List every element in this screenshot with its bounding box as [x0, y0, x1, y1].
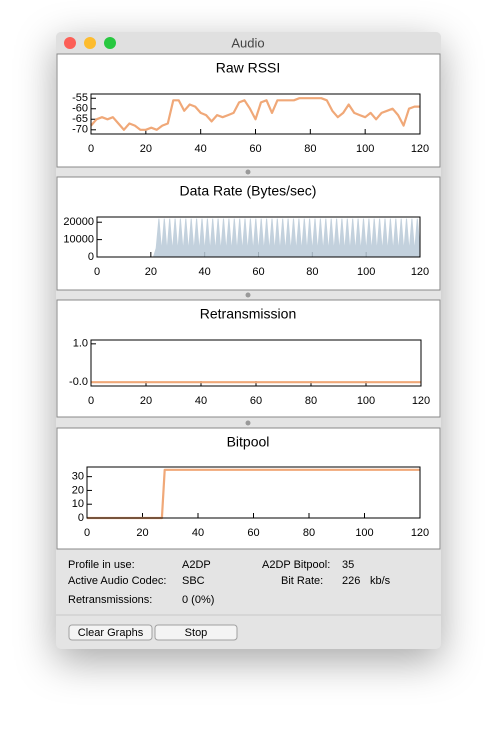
x-tick-label: 80: [304, 143, 316, 155]
x-tick-label: 0: [94, 266, 100, 278]
window-content: Audio Profile in use: A2DP Active Audio …: [56, 32, 441, 641]
plot-frame: [96, 216, 421, 258]
x-tick-label: 120: [412, 395, 430, 407]
splitter[interactable]: [245, 169, 251, 175]
x-tick-label: 80: [305, 395, 317, 407]
y-tick-label: 1.0: [73, 338, 88, 350]
chart-title: Raw RSSI: [216, 60, 281, 76]
info-label: Bit Rate:: [281, 575, 323, 587]
x-tick-label: 40: [192, 527, 204, 539]
window-title: Audio: [231, 35, 264, 50]
y-tick-label: 20000: [63, 216, 94, 228]
x-tick-label: 40: [199, 266, 211, 278]
x-tick-label: 60: [249, 143, 261, 155]
x-tick-label: 100: [356, 143, 374, 155]
x-tick-label: 20: [145, 266, 157, 278]
x-tick-label: 40: [195, 395, 207, 407]
x-tick-label: 100: [357, 266, 375, 278]
info-label: A2DP Bitpool:: [262, 559, 330, 571]
splitter[interactable]: [245, 420, 251, 426]
button-label: Clear Graphs: [78, 627, 144, 639]
info-unit: kb/s: [370, 575, 391, 587]
clear-graphs-button[interactable]: [68, 624, 153, 641]
minimize-button[interactable]: [84, 37, 96, 49]
y-tick-label: -55: [72, 92, 88, 104]
x-tick-label: 20: [140, 395, 152, 407]
x-tick-label: 60: [252, 266, 264, 278]
info-value: 0 (0%): [182, 594, 214, 606]
chart-title: Retransmission: [200, 306, 296, 322]
stop-button[interactable]: [154, 624, 238, 641]
info-value: 35: [342, 559, 354, 571]
x-tick-label: 80: [303, 527, 315, 539]
title-bar: [56, 32, 441, 54]
x-tick-label: 80: [306, 266, 318, 278]
y-tick-label: 0: [88, 251, 94, 263]
chart-panel: [56, 427, 441, 550]
chart-title: Data Rate (Bytes/sec): [180, 183, 317, 199]
x-tick-label: 120: [411, 266, 429, 278]
x-tick-label: 100: [355, 527, 373, 539]
area: [97, 218, 421, 258]
x-tick-label: 60: [247, 527, 259, 539]
x-tick-label: 0: [88, 395, 94, 407]
info-label: Retransmissions:: [68, 594, 152, 606]
chart-panel: [56, 299, 441, 418]
plot-frame: [86, 466, 421, 519]
x-tick-label: 20: [140, 143, 152, 155]
chart-panel: [56, 53, 441, 168]
y-tick-label: 10: [72, 498, 84, 510]
y-tick-label: 20: [72, 484, 84, 496]
y-tick-label: -70: [72, 124, 88, 136]
info-value: SBC: [182, 575, 205, 587]
line: [90, 97, 420, 131]
x-tick-label: 0: [84, 527, 90, 539]
plot-frame: [90, 339, 422, 387]
x-tick-label: 120: [411, 143, 429, 155]
close-button[interactable]: [64, 37, 76, 49]
x-tick-label: 100: [357, 395, 375, 407]
y-tick-label: -60: [72, 103, 88, 115]
y-tick-label: -65: [72, 113, 88, 125]
info-value: A2DP: [182, 559, 211, 571]
info-label: Profile in use:: [68, 559, 135, 571]
plot-frame: [90, 93, 421, 135]
x-tick-label: 20: [136, 527, 148, 539]
y-tick-label: 30: [72, 471, 84, 483]
x-tick-label: 40: [195, 143, 207, 155]
info-label: Active Audio Codec:: [68, 575, 166, 587]
window: Audio Profile in use: A2DP Active Audio …: [56, 32, 441, 649]
zoom-button[interactable]: [104, 37, 116, 49]
chart-title: Bitpool: [227, 434, 270, 450]
x-tick-label: 0: [88, 143, 94, 155]
y-tick-label: 10000: [63, 234, 94, 246]
y-tick-label: 0: [78, 512, 84, 524]
info-value: 226: [342, 575, 360, 587]
splitter[interactable]: [245, 292, 251, 298]
button-label: Stop: [185, 627, 208, 639]
x-tick-label: 120: [411, 527, 429, 539]
chart-panel: [56, 176, 441, 291]
y-tick-label: -0.0: [69, 376, 88, 388]
x-tick-label: 60: [250, 395, 262, 407]
